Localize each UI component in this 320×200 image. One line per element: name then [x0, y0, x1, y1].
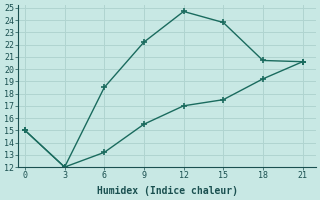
X-axis label: Humidex (Indice chaleur): Humidex (Indice chaleur): [97, 186, 237, 196]
